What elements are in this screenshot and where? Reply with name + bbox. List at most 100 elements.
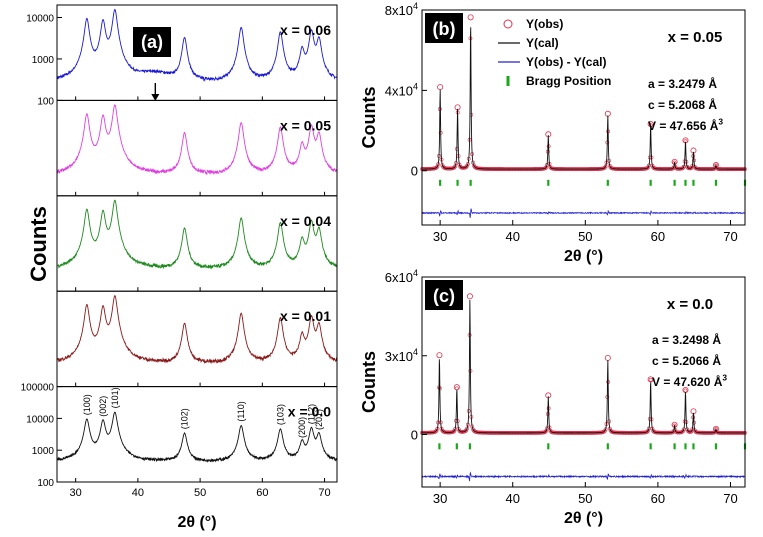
- subplot-frame: [56, 195, 338, 292]
- subplot-2: x = 0.04: [56, 195, 338, 292]
- lattice-param: a = 3.2498 Å: [652, 332, 721, 347]
- subplot-frame: [56, 290, 338, 388]
- x-tick-label: 30: [433, 229, 447, 244]
- xrd-trace: [56, 294, 338, 365]
- series-label: x = 0.06: [280, 22, 331, 38]
- lattice-param: c = 5.2068 Å: [648, 97, 717, 112]
- x-tick-label: 60: [651, 229, 665, 244]
- obs-point: [646, 165, 651, 170]
- obs-point: [689, 429, 694, 434]
- diff-line: [421, 471, 746, 482]
- hkl-label: (101): [110, 387, 120, 408]
- y-tick-label: 8x104: [385, 1, 418, 18]
- legend-entry: Y(cal): [526, 36, 559, 50]
- obs-point: [689, 165, 694, 170]
- lattice-param: V = 47.620 Å3: [652, 373, 727, 389]
- y-tick-label: 3x104: [385, 347, 418, 364]
- panel-label-box: [133, 27, 171, 57]
- panel-label-text: (c): [433, 286, 455, 306]
- subplot-frame: [56, 4, 338, 101]
- xrd-trace: [56, 8, 338, 82]
- obs-point: [648, 377, 653, 382]
- xrd-trace: [56, 104, 338, 176]
- subplot-frame: [56, 386, 338, 483]
- legend-entry: Y(obs): [526, 17, 563, 31]
- composition-label: x = 0.0: [667, 296, 713, 313]
- subplot-3: x = 0.01: [56, 290, 338, 388]
- obs-point: [452, 429, 457, 433]
- panel-label-box: [425, 13, 463, 43]
- lattice-param: a = 3.2479 Å: [648, 76, 717, 91]
- hkl-label: (103): [275, 404, 285, 425]
- legend-entry: Y(obs) - Y(cal): [526, 55, 606, 69]
- obs-peak-point: [436, 352, 443, 359]
- obs-point: [603, 164, 608, 169]
- x-tick-label: 60: [256, 487, 268, 499]
- hkl-label: (200): [297, 417, 307, 438]
- y-tick-label: 100000: [21, 383, 55, 394]
- x-tick-label: 60: [651, 491, 665, 506]
- x-axis-label: 2θ (°): [564, 248, 603, 265]
- series-label: x = 0.04: [280, 213, 331, 229]
- legend-obs-marker: [503, 19, 513, 29]
- panel-label: (b): [425, 13, 463, 43]
- y-tick-label: 4x104: [385, 82, 418, 99]
- lattice-param: V = 47.656 Å3: [648, 117, 723, 133]
- x-tick-label: 70: [723, 229, 737, 244]
- plot-frame: [421, 9, 746, 226]
- obs-peak-point: [467, 14, 474, 21]
- arrow-icon: [151, 94, 160, 101]
- hkl-label: (100): [82, 394, 92, 415]
- x-axis-label: 2θ (°): [564, 510, 603, 527]
- panel-label-text: (b): [433, 19, 456, 39]
- hkl-label: (112): [306, 404, 316, 424]
- x-tick-label: 50: [578, 491, 592, 506]
- hkl-label: (002): [98, 396, 108, 417]
- x-tick-label: 40: [505, 491, 519, 506]
- lattice-param: c = 5.2066 Å: [652, 353, 721, 368]
- obs-peak-point: [647, 376, 654, 383]
- obs-point: [681, 429, 685, 434]
- subplot-0: x = 0.06 100 1000 10000: [26, 4, 338, 107]
- y-tick-label: 10000: [26, 13, 54, 24]
- diff-line: [421, 208, 746, 218]
- hkl-label: (102): [180, 408, 190, 429]
- y-tick-label: 1000: [32, 55, 55, 66]
- subplot-frame: [56, 99, 338, 197]
- panel-label-text: (a): [141, 32, 163, 52]
- obs-point: [464, 165, 469, 169]
- x-tick-label: 50: [194, 487, 206, 499]
- obs-point: [434, 428, 439, 433]
- y-tick-label: 1000: [32, 446, 55, 457]
- obs-point: [435, 164, 440, 169]
- y-tick-label: 100: [37, 478, 54, 489]
- panel-label-box: [425, 280, 463, 310]
- series-label: x = 0.05: [280, 117, 331, 133]
- x-tick-label: 70: [318, 487, 330, 499]
- obs-point: [645, 429, 650, 434]
- obs-peak-point: [604, 354, 611, 361]
- obs-point: [543, 430, 548, 434]
- subplot-4: x = 0.0 100 1000 10000 100000 (100) (002) (101)…: [21, 383, 338, 489]
- obs-point: [602, 429, 606, 434]
- x-tick-label: 50: [578, 229, 592, 244]
- panel-c: 30 40 50 60 70 0 3x104 6x104 2θ (°) Counts (c) x = …: [359, 268, 747, 527]
- panel-label: (c): [425, 280, 463, 310]
- y-tick-label: 10000: [26, 414, 54, 425]
- calc-line: [421, 27, 745, 170]
- y-axis-label: Counts: [359, 87, 379, 149]
- x-tick-label: 40: [132, 487, 144, 499]
- series-label: x = 0.01: [280, 308, 331, 324]
- hkl-label: (201): [314, 409, 324, 430]
- y-axis-label: Counts: [359, 351, 379, 413]
- x-tick-label: 70: [723, 491, 737, 506]
- obs-point: [543, 166, 548, 171]
- x-tick-label: 30: [70, 487, 82, 499]
- obs-peak-point: [453, 384, 460, 391]
- obs-point: [465, 164, 469, 168]
- obs-point: [683, 388, 688, 393]
- legend: Y(obs) Y(cal) Y(obs) - Y(cal) Bragg Positio…: [498, 17, 611, 88]
- legend-entry: Bragg Position: [526, 74, 611, 88]
